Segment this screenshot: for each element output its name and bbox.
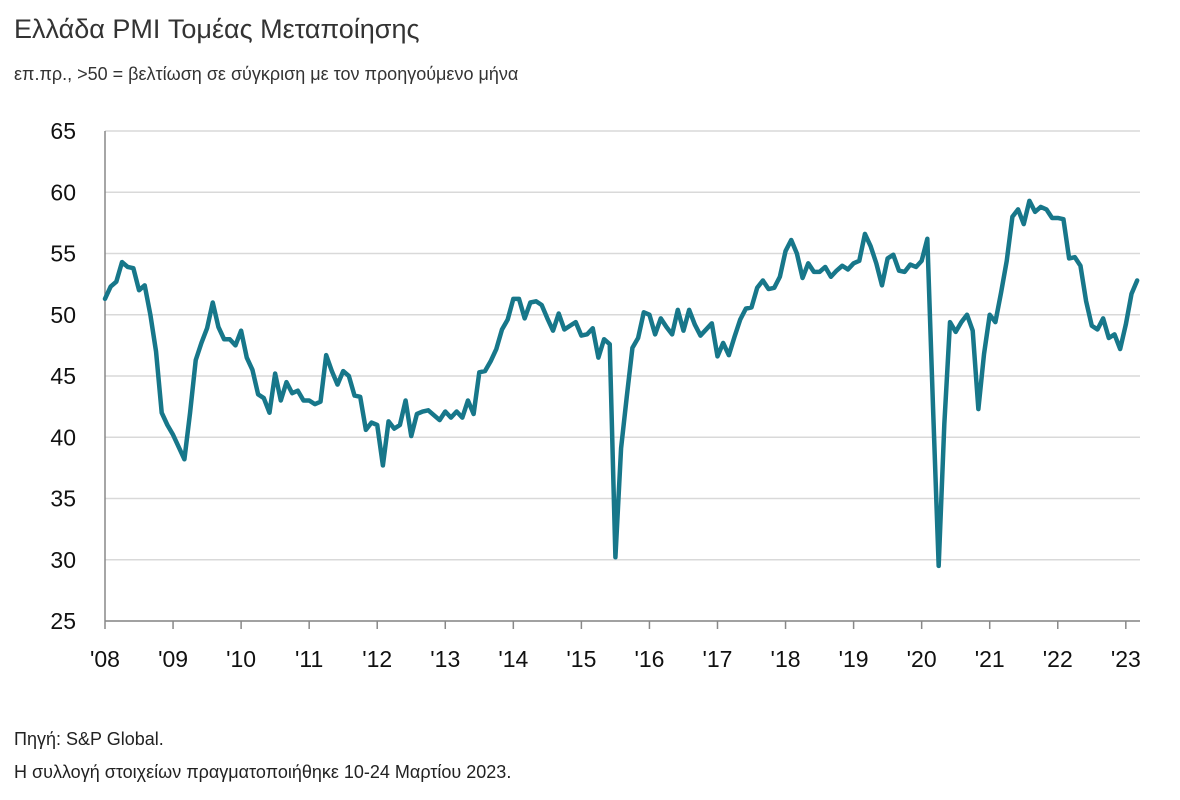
y-tick-label: 65 xyxy=(50,118,76,144)
y-tick-label: 30 xyxy=(50,547,76,573)
x-tick-label: '15 xyxy=(566,646,596,672)
y-tick-label: 45 xyxy=(50,363,76,389)
data-line xyxy=(102,198,1140,569)
x-tick-label: '11 xyxy=(295,646,323,672)
x-tick-label: '13 xyxy=(430,646,460,672)
x-tick-label: '19 xyxy=(839,646,869,672)
x-tick-label: '09 xyxy=(158,646,188,672)
x-tick-label: '22 xyxy=(1043,646,1073,672)
chart-title: Ελλάδα PMI Τομέας Μεταποίησης xyxy=(14,14,420,44)
y-tick-label: 25 xyxy=(50,608,76,634)
x-tick-label: '20 xyxy=(907,646,937,672)
x-tick-label: '17 xyxy=(703,646,733,672)
note: Η συλλογή στοιχείων πραγματοποιήθηκε 10-… xyxy=(14,762,511,782)
x-tick-label: '21 xyxy=(975,646,1005,672)
x-tick-label: '16 xyxy=(634,646,664,672)
x-tick-label: '08 xyxy=(90,646,120,672)
x-tick-label: '10 xyxy=(226,646,256,672)
x-tick-label: '18 xyxy=(771,646,801,672)
x-tick-label: '14 xyxy=(498,646,528,672)
y-tick-label: 60 xyxy=(50,179,76,205)
y-tick-label: 55 xyxy=(50,241,76,267)
y-tick-label: 50 xyxy=(50,302,76,328)
chart-subtitle: επ.πρ., >50 = βελτίωση σε σύγκριση με το… xyxy=(14,64,518,84)
y-tick-label: 40 xyxy=(50,424,76,450)
y-tick-label: 35 xyxy=(50,486,76,512)
source: Πηγή: S&P Global. xyxy=(14,729,164,749)
x-tick-label: '23 xyxy=(1111,646,1141,672)
x-tick-label: '12 xyxy=(362,646,392,672)
